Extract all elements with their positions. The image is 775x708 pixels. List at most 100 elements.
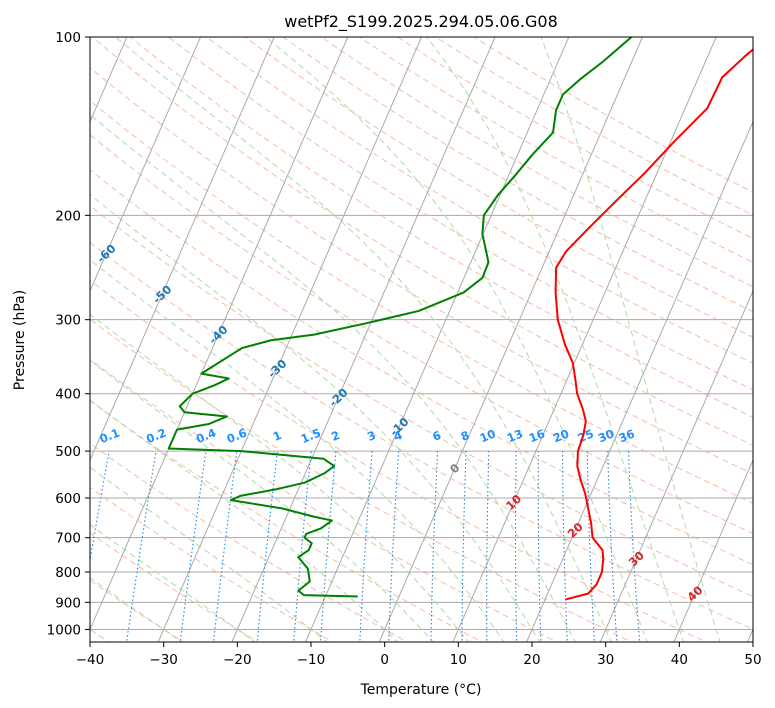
x-axis-label: Temperature (°C) [360,682,482,698]
y-tick-label: 900 [55,595,81,611]
y-tick-label: 800 [55,565,81,581]
dry-adiabat-line [91,37,753,446]
plot-frame [89,36,754,643]
moist-adiabat-line [90,399,399,642]
x-tick-label: −40 [76,652,105,668]
isotherm-line [378,37,644,642]
isotherm-line [90,37,349,631]
mixing-ratio-label: 0.2 [144,426,168,447]
moist-adiabat-line [90,259,505,642]
dry-adiabat-line [90,442,409,642]
mixing-ratio-line [256,451,278,642]
y-tick-label: 600 [55,491,81,507]
isotherm-line [90,37,275,462]
axes: −40 −30 −20 −10 0 10 20 30 40 5010020030040050060… [47,30,762,668]
mixing-ratio-line [607,451,618,642]
moist-adiabat-line [90,313,470,642]
mixing-ratio-label: 16 [527,426,547,445]
dry-adiabat-line [90,169,753,566]
y-tick-label: 100 [55,30,81,46]
mixing-ratio-label: 6 [430,428,443,444]
isotherm-line [90,37,202,293]
dry-adiabat-line [244,37,753,338]
x-tick-label: −20 [223,652,252,668]
y-tick-label: 1000 [47,622,81,638]
mixing-ratio-label: 25 [576,426,596,445]
mixing-ratio-line [586,451,595,642]
mixing-ratio-line [179,451,207,642]
isotherm-line [304,37,570,642]
isotherm-label: 40 [684,583,705,604]
dry-adiabat-line [90,532,260,642]
moist-adiabat-line [425,37,685,642]
isotherm-line [452,37,717,642]
dewpoint-profile-line [167,37,633,598]
moist-adiabat-line [90,524,256,642]
isotherm-label: -10 [387,415,412,440]
dry-adiabat-line [472,37,753,193]
isotherm-line [599,289,753,642]
mixing-ratio-label: 0.1 [97,426,121,447]
isotherm-line [231,37,496,642]
x-tick-label: 10 [450,652,467,668]
mixing-ratio-label: 13 [505,426,525,445]
mixing-ratio-line [90,451,110,564]
dry-adiabat-line [282,37,753,313]
mixing-ratio-line [461,451,467,642]
moist-adiabat-line [540,37,721,642]
dry-adiabat-line [167,37,753,391]
isotherm-label: -80 [0,132,19,157]
dry-adiabat-line [90,318,633,642]
x-tick-label: −10 [297,652,326,668]
dry-adiabat-line [90,358,558,642]
dry-adiabat-line [129,37,753,418]
mixing-ratio-line [514,451,518,642]
y-tick-label: 500 [55,444,81,460]
mixing-ratio-label: 36 [617,426,637,445]
x-tick-label: 30 [597,652,614,668]
mixing-ratio-line [562,451,568,642]
y-tick-label: 300 [55,313,81,329]
x-tick-label: 40 [671,652,688,668]
isotherm-label: 0 [447,461,462,477]
moist-adiabat-line [90,114,576,642]
isotherm-line [157,37,423,642]
moist-adiabat-line [90,466,328,642]
x-tick-label: 0 [380,652,389,668]
moist-adiabat-line [90,359,434,642]
mixing-ratio-label: 10 [478,426,498,445]
mixing-ratio-label: 8 [459,428,472,444]
isotherm-label: -40 [206,322,231,347]
mixing-ratio-line [627,451,641,642]
temperature-profile-line [554,48,753,601]
mixing-ratio-label: 1.5 [299,426,323,447]
dry-adiabat-line [90,400,484,642]
moist-adiabat-line [90,193,541,642]
x-tick-label: 50 [744,652,761,668]
chart-title: wetPf2_S199.2025.294.05.06.G08 [284,12,558,32]
moist-adiabat-line [264,37,648,642]
isotherm-line [525,120,753,642]
isotherm-line [673,458,753,642]
mixing-ratio-line [537,451,542,642]
mixing-ratio-line [430,451,439,642]
y-tick-label: 700 [55,531,81,547]
moist-adiabat-line [114,37,612,642]
mixing-ratio-line [126,451,157,642]
mixing-ratio-line [212,451,238,642]
moist-adiabat-line [90,577,183,642]
dry-adiabat-line [434,37,753,216]
mixing-ratio-line [320,451,337,642]
y-tick-label: 200 [55,208,81,224]
mixing-ratio-line [486,451,490,642]
x-tick-label: −30 [149,652,178,668]
mixing-ratio-label: 0.4 [194,426,218,447]
dry-adiabat-line [90,241,753,630]
isotherm-label: -30 [265,356,290,381]
mixing-ratio-label: 20 [551,426,571,445]
dry-adiabat-line [396,37,753,240]
plot-area: 0.10.20.40.611.52346810131620253036-100-… [0,37,753,642]
x-tick-label: 20 [523,652,540,668]
isotherm-label: 10 [503,492,524,513]
